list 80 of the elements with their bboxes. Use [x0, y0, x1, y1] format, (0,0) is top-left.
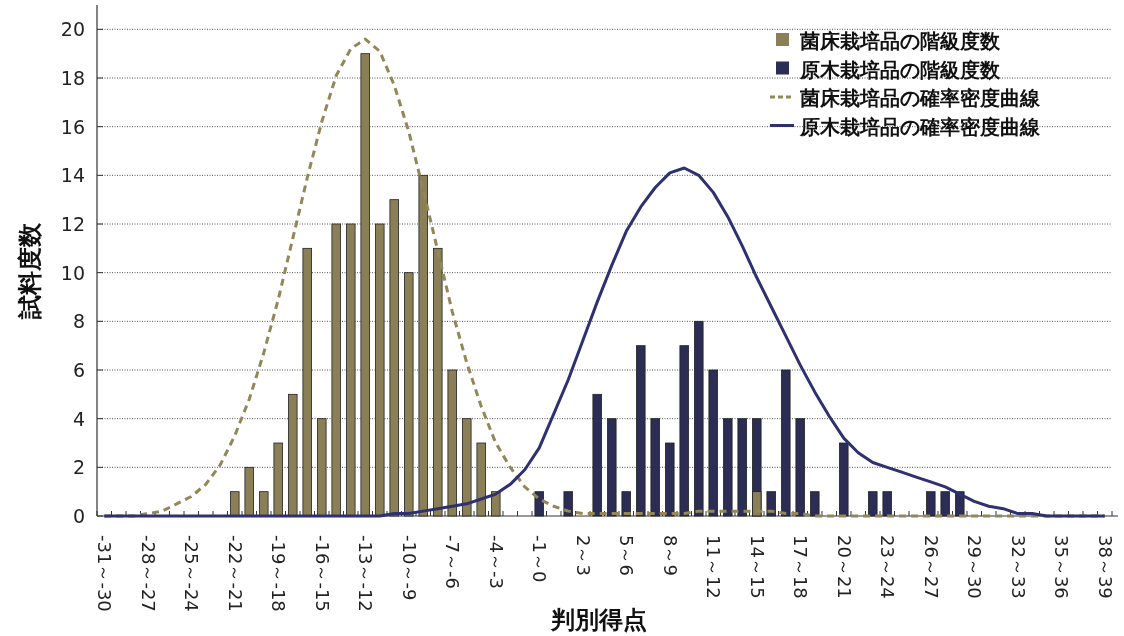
bar [447, 369, 457, 517]
legend-label: 原木栽培品の確率密度曲線 [799, 114, 1041, 139]
bar [273, 442, 283, 517]
x-tick-label: -10～-9 [398, 535, 420, 601]
bar [360, 53, 370, 517]
legend-label: 菌床栽培品の階級度数 [799, 29, 1001, 53]
bar [795, 418, 805, 517]
bar [534, 491, 544, 517]
bar [636, 345, 646, 517]
bar [621, 491, 631, 517]
bar [708, 369, 718, 517]
x-tick-label: -31～-30 [94, 535, 116, 612]
bar [665, 442, 675, 517]
bar [723, 418, 733, 517]
bar [259, 491, 269, 517]
bar [317, 418, 327, 517]
bar [781, 369, 791, 517]
x-tick-label: -13～-12 [355, 535, 377, 612]
legend-label: 菌床栽培品の確率密度曲線 [799, 86, 1041, 110]
x-tick-label: 26～27 [920, 535, 942, 599]
x-tick-label: -28～-27 [137, 535, 159, 612]
bar [476, 442, 486, 517]
bar [650, 418, 660, 517]
bar [375, 223, 385, 517]
bar [346, 223, 356, 517]
y-tick-label: 18 [60, 67, 85, 89]
y-tick-label: 6 [72, 359, 85, 381]
legend-label: 原木栽培品の階級度数 [799, 57, 1001, 82]
x-tick-label: 23～24 [877, 535, 899, 599]
bar [926, 491, 936, 517]
x-axis-title: 判別得点 [549, 606, 647, 634]
x-tick-label: -7～-6 [442, 535, 464, 589]
bar [810, 491, 820, 517]
x-tick-label: 38～39 [1094, 535, 1116, 599]
y-tick-label: 16 [60, 115, 85, 138]
x-tick-label: -16～-15 [311, 535, 333, 612]
x-tick-label: 8～9 [659, 535, 681, 576]
bar [839, 442, 849, 517]
x-tick-label: 2～3 [572, 535, 594, 576]
x-tick-label: -1～0 [529, 535, 551, 583]
bar [882, 491, 892, 517]
y-tick-label: 14 [60, 164, 85, 187]
bar [389, 199, 399, 517]
x-tick-label: 5～6 [616, 535, 638, 576]
line-series [102, 166, 1107, 518]
y-tick-label: 12 [60, 213, 85, 235]
x-tick-label: 29～30 [964, 535, 986, 599]
bar [331, 223, 341, 517]
x-tick-label: 20～21 [833, 535, 855, 599]
y-tick-label: 20 [60, 18, 85, 41]
y-tick-label: 8 [72, 310, 85, 333]
y-tick-label: 4 [72, 407, 85, 430]
bar [404, 272, 414, 517]
x-tick-label: 14～15 [746, 535, 768, 599]
bar [940, 491, 950, 517]
x-tick-label: -22～-21 [224, 535, 246, 612]
bar [563, 491, 573, 517]
bar [230, 491, 240, 517]
bar [868, 491, 878, 517]
y-tick-label: 0 [72, 505, 85, 527]
bar [737, 418, 747, 517]
x-tick-label: 32～33 [1007, 535, 1029, 599]
bar [244, 466, 254, 517]
bar [766, 491, 776, 517]
y-tick-label: 10 [60, 261, 85, 284]
x-tick-label: -4～-3 [485, 535, 507, 589]
x-tick-label: 11～12 [703, 535, 725, 599]
y-axis-title: 試料度数 [16, 221, 44, 320]
bar [607, 418, 617, 517]
x-tick-label: 35～36 [1051, 535, 1073, 599]
bar [302, 247, 312, 517]
x-tick-label: -19～-18 [268, 535, 290, 612]
x-tick-label: 17～18 [790, 535, 812, 599]
bar [462, 418, 472, 517]
bar [679, 345, 689, 517]
bar [592, 393, 602, 517]
y-tick-label: 2 [72, 456, 85, 479]
x-tick-label: -25～-24 [181, 535, 203, 612]
bar [694, 320, 704, 517]
bar [288, 393, 298, 517]
